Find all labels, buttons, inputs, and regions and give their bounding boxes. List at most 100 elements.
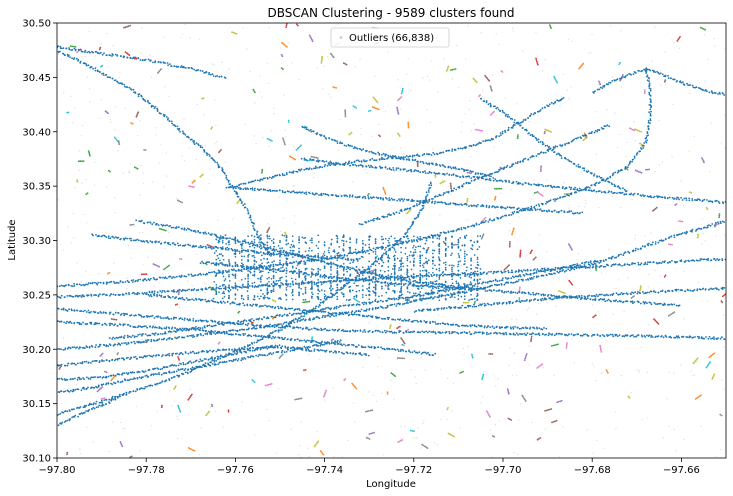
main-cluster-point (647, 127, 650, 130)
main-cluster-point (209, 73, 212, 76)
main-cluster-point (430, 171, 433, 174)
main-cluster-point (177, 65, 180, 68)
outlier-point (174, 400, 176, 402)
main-cluster-point (73, 322, 76, 324)
cluster-point (101, 386, 104, 388)
outlier-point (183, 118, 185, 121)
main-cluster-point (252, 347, 255, 349)
cluster-point (353, 385, 356, 387)
main-cluster-point (691, 199, 694, 202)
cluster-point (282, 139, 285, 141)
cluster-point (510, 419, 513, 421)
cluster-point (253, 381, 256, 383)
main-cluster-point (156, 223, 158, 225)
cluster-point (152, 263, 155, 265)
main-cluster-point (172, 226, 175, 229)
main-cluster-point (225, 330, 228, 333)
main-cluster-point (310, 340, 312, 342)
cluster-point (673, 311, 676, 314)
cluster-point (191, 393, 193, 396)
main-cluster-point (130, 341, 133, 344)
main-cluster-point (85, 311, 88, 313)
outlier-point (134, 225, 136, 228)
main-cluster-point (135, 279, 137, 282)
cluster-point (471, 356, 474, 359)
outlier-point (617, 279, 620, 281)
main-cluster-point (378, 275, 381, 277)
main-cluster-point (367, 265, 370, 268)
main-cluster-point (648, 111, 650, 113)
main-cluster-point (430, 296, 433, 299)
main-cluster-point (303, 339, 306, 342)
outlier-point (654, 269, 656, 272)
main-cluster-point (73, 408, 75, 411)
outlier-point (640, 346, 642, 349)
main-cluster-point (214, 161, 217, 163)
cluster-point (699, 26, 702, 29)
main-cluster-point (248, 347, 251, 350)
outlier-point (151, 334, 153, 336)
cluster-point (351, 382, 354, 385)
main-cluster-point (512, 291, 515, 294)
outlier-point (620, 374, 623, 377)
main-cluster-point (218, 320, 221, 323)
cluster-point (636, 170, 638, 172)
main-cluster-point (218, 330, 221, 333)
main-cluster-point (581, 334, 584, 337)
main-cluster-point (199, 231, 202, 234)
main-cluster-point (164, 62, 167, 64)
cluster-point (554, 420, 556, 423)
main-cluster-point (440, 231, 443, 234)
outlier-point (614, 112, 616, 114)
main-cluster-point (299, 317, 301, 320)
main-cluster-point (208, 73, 210, 76)
main-cluster-point (315, 305, 317, 308)
outlier-point (312, 341, 315, 344)
cluster-point (156, 265, 159, 267)
outlier-point (309, 241, 312, 244)
main-cluster-point (302, 318, 305, 320)
cluster-point (120, 442, 122, 445)
main-cluster-point (192, 140, 194, 142)
main-cluster-point (280, 263, 283, 266)
main-cluster-point (183, 66, 186, 69)
outlier-point (673, 372, 675, 374)
outlier-point (463, 354, 465, 356)
outlier-point (255, 142, 257, 145)
main-cluster-point (168, 337, 171, 339)
cluster-point (143, 149, 146, 151)
main-cluster-point (301, 349, 304, 351)
outlier-point (119, 421, 122, 424)
outlier-point (122, 172, 124, 174)
main-cluster-point (197, 351, 200, 354)
main-cluster-point (377, 329, 380, 332)
cluster-point (454, 243, 456, 246)
outlier-point (459, 427, 461, 429)
cluster-point (174, 386, 176, 389)
main-cluster-point (363, 353, 366, 355)
outlier-point (724, 114, 726, 117)
cluster-point (640, 285, 642, 287)
outlier-point (284, 136, 287, 138)
outlier-point (177, 437, 179, 440)
main-cluster-point (269, 325, 271, 328)
outlier-point (222, 426, 224, 428)
main-cluster-point (620, 253, 622, 256)
cluster-point (475, 81, 478, 83)
main-cluster-point (220, 75, 223, 78)
main-cluster-point (130, 88, 133, 91)
cluster-point (252, 88, 255, 91)
outlier-point (181, 33, 184, 35)
cluster-point (622, 74, 624, 76)
cluster-point (643, 90, 646, 93)
main-cluster-point (229, 352, 232, 355)
main-cluster-point (473, 288, 476, 291)
main-cluster-point (103, 399, 106, 401)
main-cluster-point (90, 403, 93, 406)
main-cluster-point (415, 169, 418, 172)
main-cluster-point (274, 346, 277, 349)
cluster-point (524, 356, 527, 358)
cluster-point (269, 383, 272, 386)
main-cluster-point (250, 335, 253, 338)
main-cluster-point (507, 281, 509, 284)
